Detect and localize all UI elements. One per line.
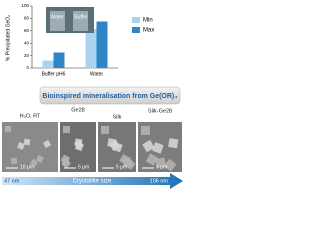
- legend-swatch: [132, 17, 140, 23]
- arrow-title: Crystallite size: [73, 179, 112, 185]
- x-tick-label: Water: [90, 71, 103, 77]
- panel-label: Silk-Ge28: [148, 108, 172, 114]
- scale-label: 5 μm: [156, 164, 167, 170]
- crystal: [10, 157, 18, 165]
- panel-label: Silk: [113, 114, 122, 120]
- crystal: [42, 139, 52, 149]
- sem-image: [2, 122, 58, 172]
- crystal: [35, 154, 45, 164]
- crystal: [163, 158, 177, 172]
- crystal: [145, 153, 159, 166]
- y-tick-label: 20: [24, 53, 30, 58]
- crystal: [107, 138, 117, 148]
- panels: 10 μm H₂O, RT 5 μm Ge28 5 μm Silk 5 μm Silk-Ge2…: [2, 107, 182, 172]
- panel-label: Ge28: [71, 107, 84, 113]
- scale-label: 5 μm: [116, 164, 127, 170]
- crystal: [155, 157, 166, 168]
- bar: [42, 60, 54, 68]
- bar: [85, 28, 97, 68]
- crystal: [152, 142, 164, 154]
- crystal: [23, 138, 31, 146]
- crystal: [168, 138, 179, 149]
- y-tick-label: 80: [24, 16, 30, 21]
- crystal: [119, 153, 131, 165]
- crystal: [17, 142, 25, 150]
- vial: [50, 11, 65, 31]
- y-axis-label: % Precipitated GeO₂: [5, 15, 11, 61]
- x-tick-label: Buffer pH6: [42, 71, 66, 77]
- crystal: [5, 126, 11, 132]
- y-tick-label: 100: [21, 3, 29, 8]
- bar: [53, 52, 65, 68]
- graphical-abstract: 10 μm H₂O, RT 5 μm Ge28 5 μm Silk 5 μm Silk-Ge2…: [2, 3, 183, 189]
- crystal: [101, 126, 109, 134]
- crystal: [142, 139, 155, 153]
- arrow-end: 106 nm: [150, 178, 169, 184]
- panel-label: H₂O, RT: [20, 113, 41, 119]
- legend-label: Max: [143, 28, 154, 34]
- y-tick-label: 40: [24, 40, 30, 45]
- scale-label: 10 μm: [20, 164, 34, 170]
- bar-chart: 0 20 40 60 80 100 Buffer pH6 Water Min Max: [21, 3, 154, 77]
- y-tick-label: 60: [24, 28, 30, 33]
- scale-label: 5 μm: [78, 164, 89, 170]
- crystal: [60, 154, 71, 164]
- bar: [96, 21, 108, 68]
- banner: Bioinspired mineralisation from Ge(OR)₄: [42, 93, 177, 100]
- crystal: [29, 158, 39, 168]
- banner-box: [39, 86, 181, 105]
- y-tick-label: 0: [26, 65, 29, 70]
- inset-label: Water: [50, 14, 63, 20]
- crystal: [63, 126, 70, 133]
- crystal: [74, 138, 83, 147]
- legend-swatch: [132, 27, 140, 33]
- arrow-start: 47 nm: [4, 178, 20, 184]
- vial: [73, 11, 88, 31]
- size-arrow: [2, 173, 183, 189]
- legend-label: Min: [143, 18, 153, 24]
- crystal: [141, 126, 150, 135]
- inset-label: Buffer: [74, 14, 88, 20]
